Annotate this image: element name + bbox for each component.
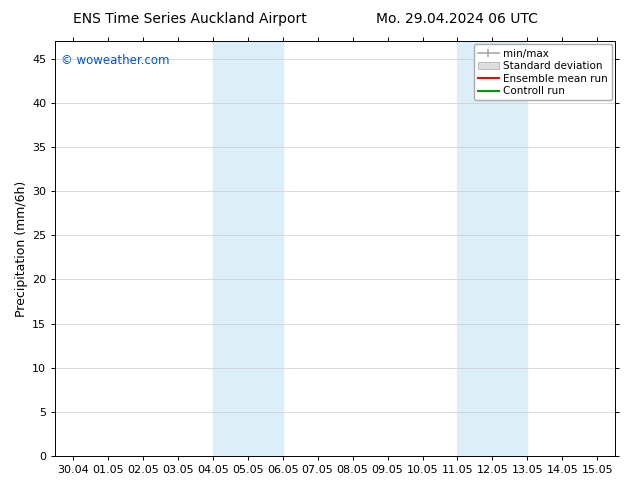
- Text: © woweather.com: © woweather.com: [61, 54, 169, 67]
- Bar: [212, 41, 283, 456]
- Text: ENS Time Series Auckland Airport: ENS Time Series Auckland Airport: [74, 12, 307, 26]
- Y-axis label: Precipitation (mm/6h): Precipitation (mm/6h): [15, 180, 28, 317]
- Bar: [458, 41, 527, 456]
- Text: Mo. 29.04.2024 06 UTC: Mo. 29.04.2024 06 UTC: [375, 12, 538, 26]
- Legend: min/max, Standard deviation, Ensemble mean run, Controll run: min/max, Standard deviation, Ensemble me…: [474, 44, 612, 100]
